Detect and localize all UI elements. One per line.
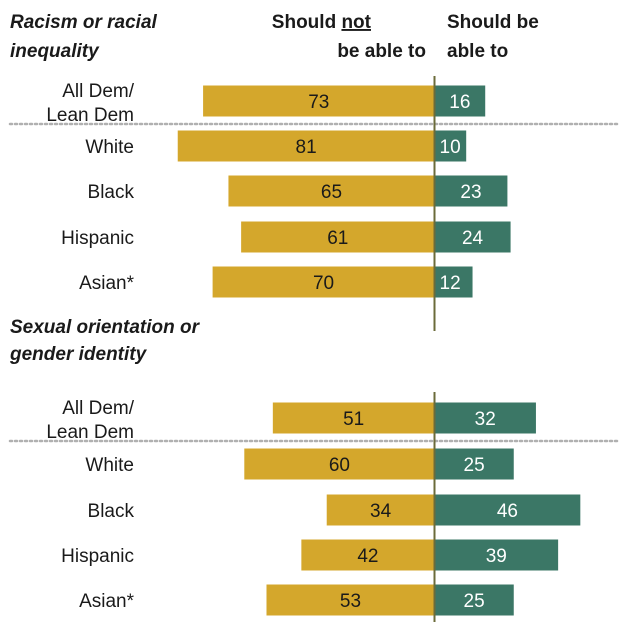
value-label-should-be: 39 (486, 546, 507, 567)
bar-should-not (272, 402, 435, 434)
right-column-header-line1: Should be (447, 12, 539, 33)
bar-should-be (434, 175, 508, 207)
value-label-should-not: 70 (313, 273, 334, 294)
value-label-should-be: 25 (464, 455, 485, 476)
bar-should-not (203, 85, 435, 117)
value-label-should-not: 51 (343, 409, 364, 430)
right-column-header-line2: able to (447, 41, 508, 62)
bar-should-not (244, 448, 435, 480)
bar-should-not (266, 584, 435, 616)
bar-should-be (434, 539, 559, 571)
category-label: White (85, 137, 134, 158)
value-label-should-not: 60 (329, 455, 350, 476)
bar-should-not (241, 221, 435, 253)
left-column-header-line2: be able to (337, 41, 426, 62)
category-label: Black (88, 501, 135, 522)
section-title-line: inequality (10, 41, 100, 62)
value-label-should-not: 34 (370, 501, 392, 522)
bar-should-be (434, 130, 467, 162)
value-label-should-be: 24 (462, 228, 484, 249)
section-title-line: Sexual orientation or (10, 317, 201, 338)
value-label-should-not: 81 (296, 137, 317, 158)
separator-layer (8, 122, 622, 443)
value-label-should-be: 32 (475, 409, 496, 430)
value-label-should-be: 46 (497, 501, 518, 522)
category-label: All Dem/ (62, 81, 135, 102)
category-label: Hispanic (61, 228, 134, 249)
left-column-header-prefix: Should (272, 12, 342, 33)
left-column-header-line1: Should not (272, 12, 372, 33)
bar-should-not (326, 494, 435, 526)
bar-should-not (212, 266, 435, 298)
category-label: Asian* (79, 273, 135, 294)
category-label: All Dem/ (62, 398, 135, 419)
category-label: Asian* (79, 591, 135, 612)
value-label-should-be: 23 (460, 182, 481, 203)
text-layer: Should not be able to Should be able to Raci… (9, 12, 539, 612)
value-label-should-not: 73 (308, 92, 329, 113)
bar-should-not (177, 130, 435, 162)
category-label: Lean Dem (46, 105, 134, 126)
bar-should-be (434, 85, 486, 117)
value-label-should-not: 61 (327, 228, 348, 249)
bar-should-be (434, 221, 511, 253)
bar-should-be (434, 494, 581, 526)
category-label: Lean Dem (46, 422, 134, 443)
value-label-should-not: 65 (321, 182, 342, 203)
bar-should-not (301, 539, 435, 571)
left-column-header-underlined: not (341, 12, 371, 33)
value-label-should-be: 25 (464, 591, 485, 612)
value-label-should-not: 42 (357, 546, 378, 567)
category-label: White (85, 455, 134, 476)
bar-should-be (434, 402, 536, 434)
bar-should-be (434, 266, 473, 298)
value-label-should-be: 16 (449, 92, 470, 113)
category-label: Black (88, 182, 135, 203)
bar-should-be (434, 448, 514, 480)
value-label-should-not: 53 (340, 591, 361, 612)
value-label-should-be: 12 (440, 273, 461, 294)
category-label: Hispanic (61, 546, 134, 567)
bars-layer (177, 85, 581, 616)
section-title-line: Racism or racial (10, 12, 158, 33)
value-label-should-be: 10 (440, 137, 461, 158)
bar-should-be (434, 584, 514, 616)
bar-should-not (228, 175, 435, 207)
section-title-line: gender identity (9, 344, 148, 365)
